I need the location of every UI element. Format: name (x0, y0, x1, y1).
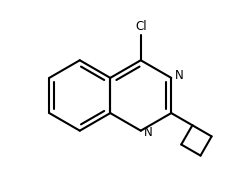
Text: N: N (143, 126, 152, 138)
Text: N: N (174, 69, 183, 82)
Text: Cl: Cl (134, 20, 146, 33)
